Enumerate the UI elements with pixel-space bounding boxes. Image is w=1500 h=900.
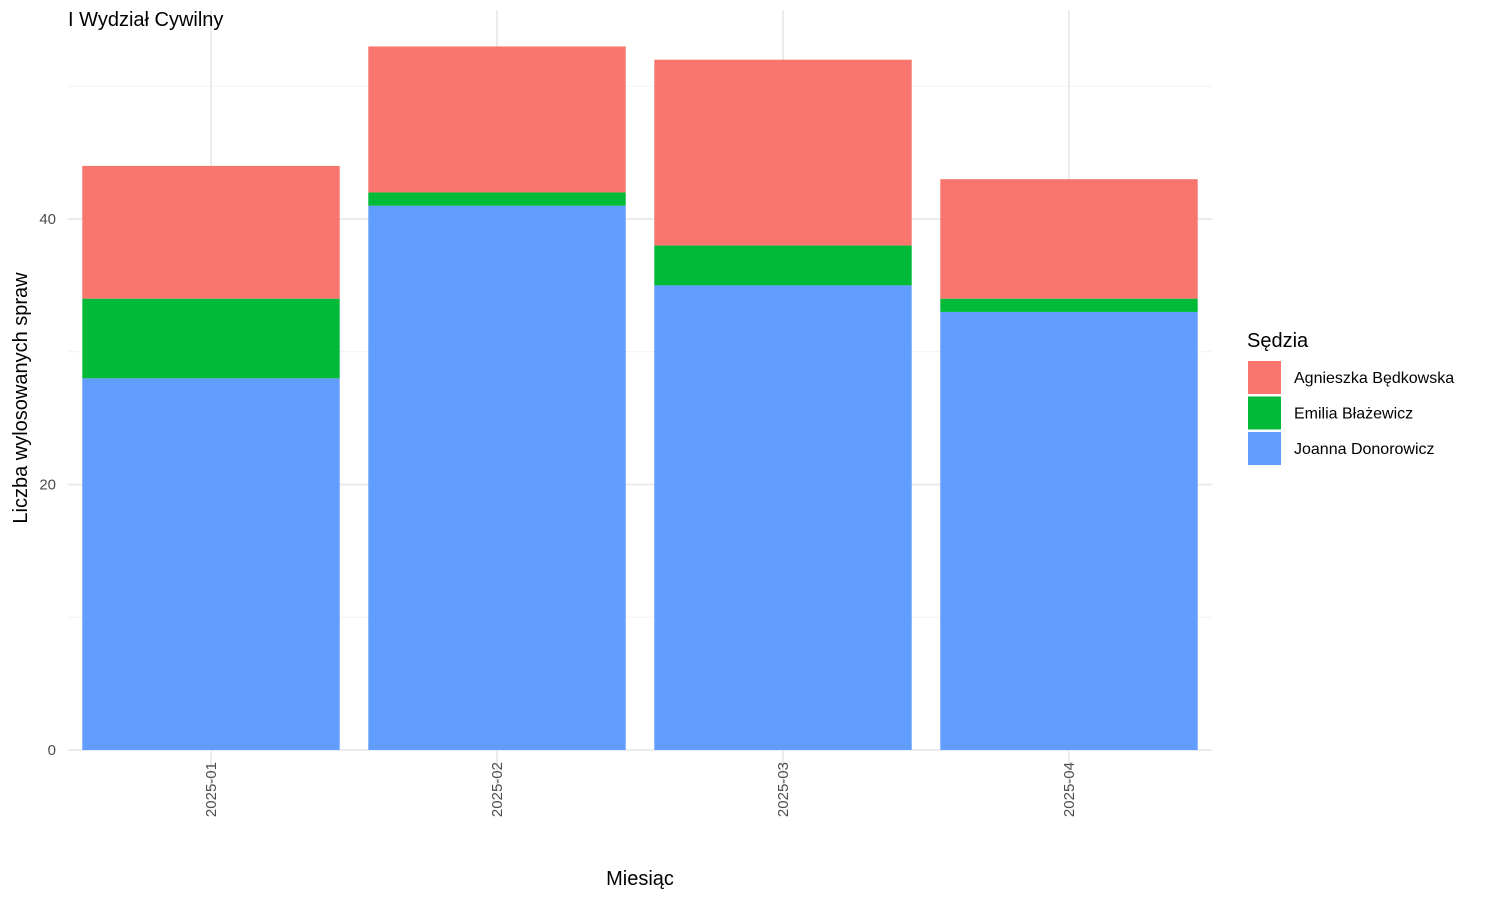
bar-segment: [82, 298, 340, 379]
bar-segment: [654, 245, 912, 286]
bar-segment: [368, 46, 626, 193]
x-tick-label: 2025-02: [489, 762, 506, 817]
legend-swatch: [1248, 432, 1281, 465]
legend-label: Agnieszka Będkowska: [1294, 370, 1454, 387]
y-tick-label: 20: [39, 477, 56, 494]
x-tick-label: 2025-01: [203, 762, 220, 817]
bar-segment: [940, 179, 1198, 299]
x-axis-title: Miesiąc: [606, 868, 674, 890]
legend-items: Agnieszka Będkowska Emilia Błażewicz Joann…: [1248, 361, 1454, 465]
bar-segment: [82, 165, 340, 299]
chart-title: I Wydział Cywilny: [68, 9, 223, 31]
legend-swatch: [1248, 361, 1281, 394]
x-axis-ticks: 2025-01 2025-02 2025-03 2025-04: [203, 762, 1078, 817]
bars: [82, 46, 1198, 751]
legend-label: Joanna Donorowicz: [1294, 441, 1435, 458]
y-tick-label: 40: [39, 211, 56, 228]
bar-segment: [654, 59, 912, 246]
x-tick-label: 2025-03: [775, 762, 792, 817]
legend-title: Sędzia: [1247, 330, 1309, 352]
legend: Sędzia Agnieszka Będkowska Emilia Błażewi…: [1247, 330, 1454, 465]
legend-label: Emilia Błażewicz: [1294, 406, 1413, 423]
y-tick-label: 0: [48, 742, 56, 759]
y-axis-ticks: 0 20 40: [39, 211, 56, 759]
y-axis-title: Liczba wylosowanych spraw: [10, 272, 32, 524]
bar-segment: [654, 285, 912, 750]
legend-swatch: [1248, 396, 1281, 430]
bar-segment: [82, 378, 340, 750]
bar-segment: [940, 298, 1198, 312]
bar-segment: [940, 311, 1198, 750]
x-tick-label: 2025-04: [1061, 762, 1078, 817]
bar-segment: [368, 205, 626, 751]
bar-segment: [368, 192, 626, 206]
